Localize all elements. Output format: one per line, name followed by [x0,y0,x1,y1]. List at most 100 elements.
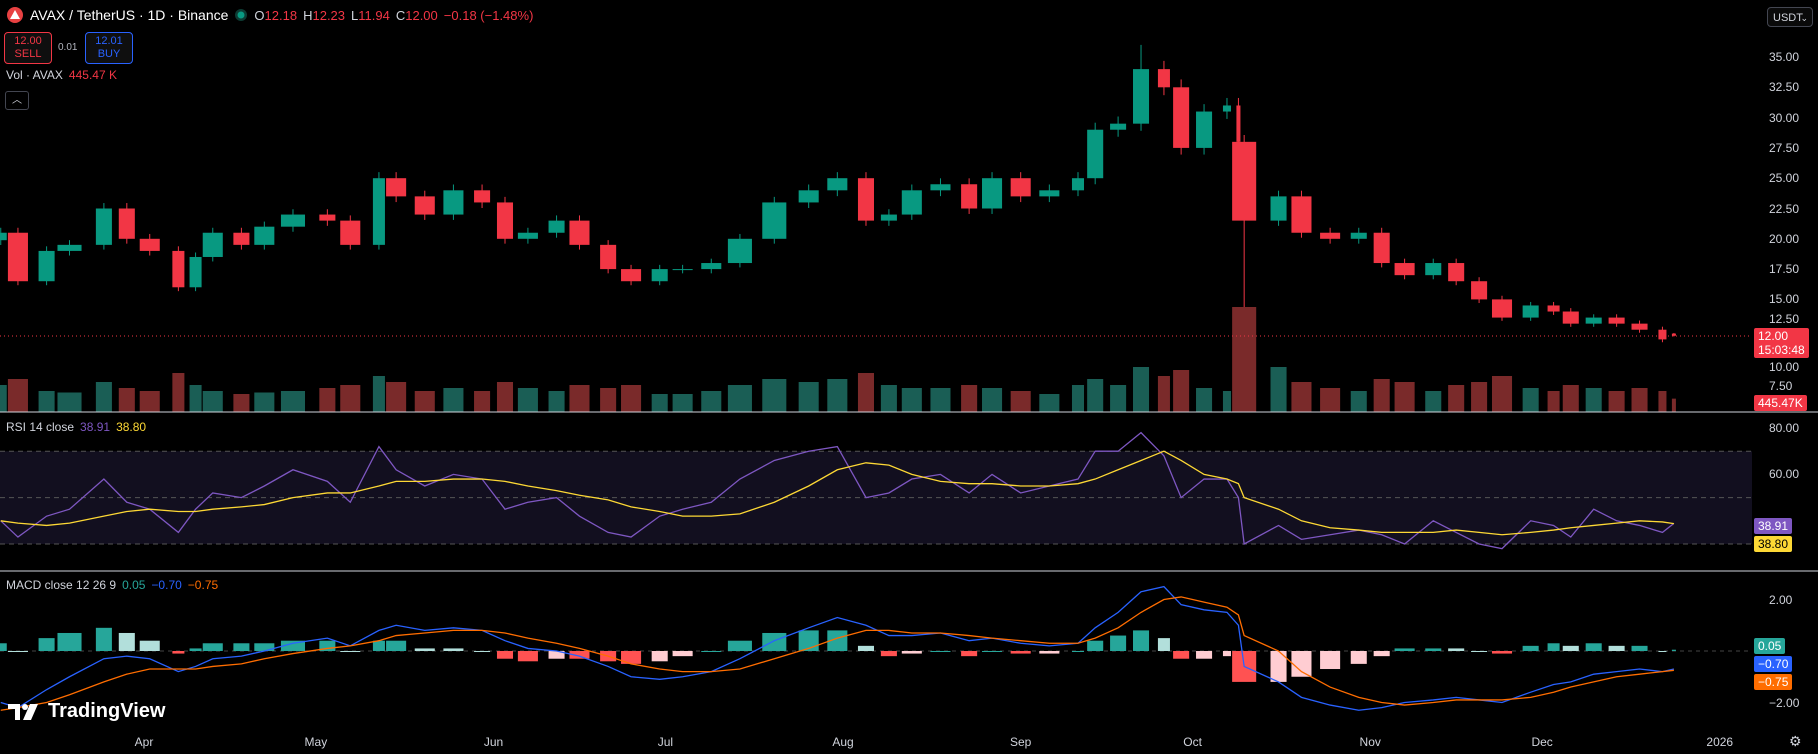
rsi-ma-line [0,450,1675,536]
collapse-legend-button[interactable]: ︿ [5,91,29,110]
candle-body [1522,305,1539,318]
candle-body [443,190,464,215]
volume-bar [701,391,722,412]
candle-body [496,202,514,239]
candle-body [172,250,185,288]
change-value: −0.18 (−1.48%) [443,7,534,23]
macd-histogram-bar [414,648,435,651]
symbol-title[interactable]: AVAX / TetherUS · 1D · Binance [30,7,229,23]
volume-bar [233,394,250,412]
currency-select[interactable]: USDT ⌄ [1767,7,1813,27]
volume-bar [1448,385,1465,412]
macd-signal-value: −0.75 [187,578,219,592]
volume-bar [1173,370,1190,412]
spread-value: 0.01 [58,42,78,53]
volume-bar [280,391,306,412]
volume-bar [621,385,642,412]
macd-histogram-bar [961,651,978,657]
candle-body [1039,190,1060,197]
volume-bar [982,388,1003,412]
low-value: 11.94 [358,7,390,23]
macd-histogram-bar [1132,630,1150,651]
macd-histogram-bar [443,648,464,651]
macd-histogram-bar [1270,651,1287,682]
volume-bar [1394,382,1415,412]
candle-body [727,238,752,264]
macd-histogram-bar [827,630,848,651]
volume-bar [1671,398,1676,412]
volume-bar [496,382,514,412]
macd-histogram-bar [118,632,135,651]
macd-histogram-bar [1631,645,1648,651]
candle-body [982,178,1003,209]
macd-histogram-bar [798,630,819,651]
volume-value: 445.47 K [68,68,117,82]
volume-bar [172,373,185,412]
candle-body [1585,317,1602,324]
axis-tick-label: 7.50 [1769,379,1793,393]
rsi-label[interactable]: RSI 14 close [6,420,75,434]
macd-histogram-bar [172,651,185,654]
buy-button[interactable]: 12.01 BUY [85,32,133,64]
candle-body [1232,141,1257,221]
candle-body [118,208,135,239]
macd-histogram-bar [233,643,250,651]
volume-bar [857,373,875,412]
high-value: 12.23 [312,7,346,23]
macd-histogram-bar [1471,651,1488,652]
tradingview-logo-icon [8,703,38,720]
macd-histogram-bar [319,640,336,651]
candle-body [1071,178,1085,191]
macd-histogram-bar [1071,651,1085,652]
macd-histogram-bar [474,651,491,652]
macd-line [0,585,1675,711]
candle-body [1425,263,1442,276]
volume-label[interactable]: Vol · AVAX [6,68,63,82]
candle-body [1010,178,1031,197]
volume-bar [1270,367,1287,412]
volume-bar [1087,379,1104,412]
candle-body [38,250,55,282]
candle-body [189,256,202,288]
macd-histogram-bar [1291,651,1312,677]
candle-body [548,220,565,233]
chevron-up-icon: ︿ [12,95,22,106]
macd-histogram-bar [1522,645,1539,651]
macd-histogram-bar [1608,645,1625,651]
axis-tick-label: 30.00 [1769,110,1800,125]
candle-body [1491,299,1513,318]
volume-bar [517,388,538,412]
volume-bar [1373,379,1390,412]
macd-pane [0,585,1752,711]
candle-body [827,178,848,191]
candle-body [372,178,385,245]
volume-bar [1157,376,1170,412]
tradingview-wordmark: TradingView [48,700,166,722]
macd-histogram-bar [621,651,642,664]
candle-body [1373,232,1390,264]
sell-button[interactable]: 12.00 SELL [4,32,52,64]
macd-histogram-bar [880,651,897,657]
high-label: H [303,7,313,23]
volume-bar [1425,391,1442,412]
macd-histogram-bar [1373,651,1390,657]
candle-body [1562,311,1579,324]
candle-body [1631,323,1648,330]
settings-icon[interactable]: ⚙ [1789,733,1802,749]
volume-bar [139,391,160,412]
candle-body [57,244,82,251]
tradingview-logo[interactable]: TradingView [8,700,165,723]
macd-histogram-bar [930,651,951,652]
candle-body [254,226,275,245]
volume-bar [7,379,28,412]
candle-body [880,214,897,221]
rsi-line [0,431,1675,550]
macd-label[interactable]: MACD close 12 26 9 [6,578,117,592]
macd-histogram-bar [1196,651,1213,659]
candles [0,44,1676,360]
volume-bar [1196,388,1213,412]
close-label: C [395,7,406,23]
volume-bar [443,388,464,412]
macd-hist-tag: 0.05 [1754,638,1786,654]
